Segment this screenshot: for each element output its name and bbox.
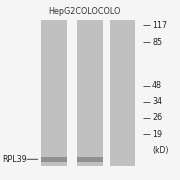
Text: HepG2COLOCOLO: HepG2COLOCOLO — [48, 7, 121, 16]
Text: 19: 19 — [152, 130, 162, 139]
Bar — [41, 20, 67, 166]
Text: RPL39: RPL39 — [3, 155, 27, 164]
Bar — [77, 20, 103, 166]
Text: 26: 26 — [152, 113, 162, 122]
Text: 34: 34 — [152, 97, 162, 106]
Bar — [77, 157, 103, 162]
Text: (kD): (kD) — [152, 146, 168, 155]
Text: 117: 117 — [152, 21, 167, 30]
Bar — [41, 157, 67, 162]
Text: 85: 85 — [152, 38, 162, 47]
Bar — [110, 20, 135, 166]
Text: 48: 48 — [152, 81, 162, 90]
